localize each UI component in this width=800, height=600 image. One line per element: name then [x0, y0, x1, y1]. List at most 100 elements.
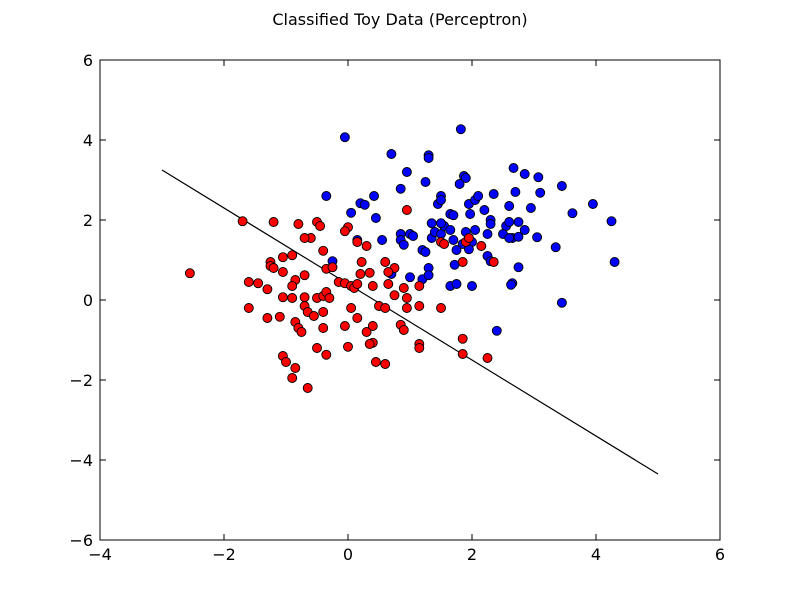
- data-point-red: [361, 241, 372, 251]
- data-point-blue: [408, 231, 419, 241]
- data-point-red: [355, 269, 366, 279]
- data-point-blue: [448, 210, 459, 221]
- data-point-red: [380, 303, 391, 313]
- data-point-blue: [451, 245, 462, 255]
- data-point-blue: [369, 191, 379, 201]
- data-point-blue: [395, 183, 406, 194]
- data-point-red: [380, 359, 391, 369]
- data-point-red: [296, 327, 307, 337]
- plot-area: [161, 124, 659, 475]
- data-point-blue: [485, 219, 496, 229]
- x-tick-label: 4: [591, 545, 601, 564]
- data-point-blue: [506, 279, 517, 290]
- data-point-red: [339, 321, 350, 331]
- data-point-red: [339, 226, 350, 237]
- data-point-blue: [491, 325, 502, 336]
- data-point-red: [262, 313, 273, 323]
- data-point-red: [343, 341, 353, 352]
- data-point-red: [287, 250, 298, 261]
- data-point-red: [367, 321, 378, 331]
- data-point-red: [361, 327, 372, 337]
- data-point-blue: [567, 208, 578, 219]
- data-point-red: [364, 267, 375, 278]
- data-point-red: [268, 263, 279, 273]
- data-point-red: [184, 268, 195, 279]
- data-point-red: [237, 216, 248, 227]
- data-point-red: [277, 292, 288, 303]
- data-point-red: [463, 233, 474, 243]
- data-point-red: [277, 252, 288, 263]
- data-point-blue: [609, 257, 620, 267]
- data-point-red: [318, 323, 329, 333]
- y-tick-label: 4: [83, 131, 93, 150]
- data-point-red: [352, 313, 363, 323]
- data-point-blue: [508, 163, 519, 173]
- data-point-red: [312, 343, 322, 353]
- data-point-blue: [556, 297, 567, 308]
- data-point-red: [274, 311, 285, 322]
- x-tick-label: 2: [467, 545, 477, 564]
- data-point-red: [383, 267, 394, 277]
- data-point-blue: [386, 149, 397, 159]
- y-tick-label: −6: [69, 531, 93, 550]
- data-point-blue: [479, 205, 490, 215]
- data-point-red: [287, 281, 298, 291]
- data-point-blue: [423, 270, 434, 281]
- data-point-blue: [420, 177, 431, 187]
- data-point-blue: [510, 187, 521, 197]
- y-tick-label: 6: [83, 51, 93, 70]
- data-point-red: [290, 363, 301, 373]
- x-tick-label: 6: [715, 545, 725, 564]
- decision-boundary-line: [161, 169, 659, 475]
- data-point-blue: [473, 191, 484, 201]
- data-point-red: [318, 245, 329, 256]
- data-point-red: [243, 303, 254, 313]
- data-point-red: [364, 339, 375, 349]
- data-point-blue: [606, 216, 617, 227]
- data-point-blue: [513, 262, 524, 273]
- data-point-blue: [460, 173, 471, 183]
- data-point-red: [346, 303, 357, 313]
- y-tick-label: 0: [83, 291, 93, 310]
- data-point-blue: [445, 225, 456, 235]
- data-point-red: [253, 278, 264, 289]
- data-point-red: [356, 257, 367, 267]
- data-point-red: [281, 357, 291, 367]
- x-tick-label: 0: [343, 545, 353, 564]
- data-point-red: [457, 349, 468, 359]
- y-tick-label: −2: [69, 371, 93, 390]
- data-point-red: [299, 292, 310, 303]
- data-point-blue: [504, 233, 515, 243]
- data-point-red: [287, 373, 298, 383]
- data-point-red: [457, 257, 468, 267]
- data-point-blue: [535, 187, 546, 198]
- data-point-red: [414, 343, 425, 353]
- data-point-red: [262, 284, 273, 295]
- data-point-blue: [405, 272, 415, 283]
- data-point-red: [318, 307, 329, 317]
- data-point-red: [268, 217, 279, 227]
- data-point-red: [439, 239, 450, 249]
- y-tick-label: −4: [69, 451, 93, 470]
- data-point-red: [398, 325, 409, 335]
- data-point-red: [457, 333, 468, 344]
- data-point-red: [380, 257, 391, 267]
- data-point-blue: [370, 213, 381, 223]
- data-point-blue: [519, 169, 530, 179]
- data-point-blue: [426, 218, 437, 229]
- data-point-red: [401, 205, 412, 215]
- data-point-blue: [532, 232, 543, 243]
- data-point-red: [352, 279, 363, 289]
- data-point-blue: [346, 207, 357, 218]
- data-point-red: [299, 270, 310, 281]
- data-point-red: [308, 311, 319, 321]
- data-point-blue: [465, 209, 476, 219]
- data-point-blue: [359, 199, 370, 210]
- data-point-blue: [436, 218, 446, 229]
- data-point-blue: [504, 201, 515, 211]
- data-point-blue: [467, 281, 477, 291]
- data-point-red: [401, 293, 412, 303]
- data-point-blue: [377, 235, 388, 245]
